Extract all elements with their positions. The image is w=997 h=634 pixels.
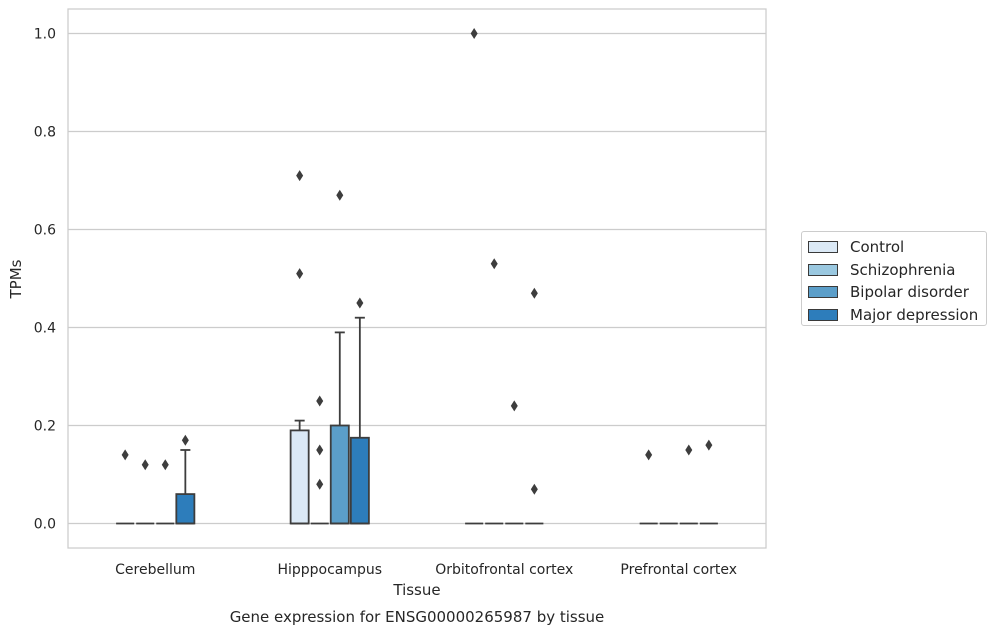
grid-lines	[68, 32, 766, 525]
x-axis-label: Tissue	[392, 581, 440, 599]
y-tick-label: 0.6	[34, 223, 56, 239]
outlier-point	[530, 483, 538, 495]
outlier-point	[181, 434, 189, 446]
box-bipolar-disorder	[505, 400, 524, 525]
legend-label-major-depression: Major depression	[850, 305, 979, 324]
box-plots	[116, 28, 718, 525]
x-tick-label: Cerebellum	[115, 562, 195, 578]
legend-label-schizophrenia: Schizophrenia	[850, 260, 956, 279]
box-body	[175, 493, 196, 525]
outlier-point	[161, 459, 169, 471]
box-body	[329, 424, 350, 525]
y-tick-label: 0.0	[34, 517, 56, 533]
outlier-point	[645, 449, 653, 461]
box-schizophrenia	[485, 258, 504, 525]
outlier-point	[510, 400, 518, 412]
outlier-point	[705, 439, 713, 451]
legend-item-schizophrenia: Schizophrenia	[808, 259, 986, 282]
box-control	[116, 449, 135, 525]
outlier-point	[316, 395, 324, 407]
legend-swatch-bipolar-disorder	[808, 286, 838, 299]
box-schizophrenia	[136, 459, 155, 525]
legend: Control Schizophrenia Bipolar disorder M…	[801, 231, 987, 326]
outlier-point	[356, 297, 364, 309]
outlier-point	[336, 189, 344, 201]
box-control	[465, 28, 484, 525]
legend-swatch-control	[808, 241, 838, 254]
outlier-point	[121, 449, 129, 461]
x-tick-label: Prefrontal cortex	[620, 562, 737, 578]
box-schizophrenia	[310, 395, 329, 525]
outlier-point	[316, 478, 324, 490]
legend-item-bipolar-disorder: Bipolar disorder	[808, 281, 986, 304]
box-bipolar-disorder	[679, 444, 698, 525]
y-axis-label: TPMs	[7, 259, 25, 299]
y-tick-labels: 0.0 0.2 0.4 0.6 0.8 1.0	[34, 27, 56, 533]
chart-caption: Gene expression for ENSG00000265987 by t…	[230, 608, 605, 626]
box-control	[639, 449, 658, 525]
outlier-point	[470, 28, 478, 39]
outlier-point	[490, 258, 498, 270]
y-tick-label: 0.4	[34, 321, 56, 337]
x-tick-label: Hipppocampus	[277, 562, 382, 578]
outlier-point	[685, 444, 693, 456]
legend-swatch-schizophrenia	[808, 263, 838, 276]
legend-item-major-depression: Major depression	[808, 304, 986, 327]
y-tick-label: 0.8	[34, 125, 56, 141]
legend-swatch-major-depression	[808, 308, 838, 321]
outlier-point	[530, 287, 538, 299]
y-tick-label: 1.0	[34, 27, 56, 43]
outlier-point	[296, 268, 304, 280]
outlier-point	[296, 170, 304, 182]
outlier-point	[316, 444, 324, 456]
legend-label-bipolar-disorder: Bipolar disorder	[850, 283, 969, 302]
box-major-depression	[525, 287, 544, 525]
box-bipolar-disorder	[329, 189, 350, 525]
box-body	[289, 429, 310, 525]
legend-label-control: Control	[850, 238, 905, 257]
legend-item-control: Control	[808, 236, 986, 259]
box-body	[349, 436, 370, 525]
box-major-depression	[349, 297, 370, 525]
x-tick-label: Orbitofrontal cortex	[435, 562, 573, 578]
outlier-point	[141, 459, 149, 471]
box-major-depression	[175, 434, 196, 525]
plot-frame	[67, 8, 767, 549]
y-tick-label: 0.2	[34, 419, 56, 435]
box-major-depression	[699, 439, 718, 525]
box-control	[289, 170, 310, 525]
x-tick-labels: Cerebellum Hipppocampus Orbitofrontal cort…	[115, 562, 737, 578]
box-bipolar-disorder	[156, 459, 175, 525]
